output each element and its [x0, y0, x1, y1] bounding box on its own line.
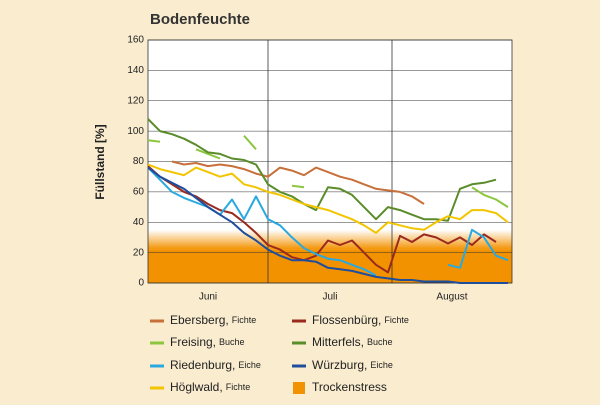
- legend-name: Freising,: [170, 335, 216, 349]
- series-line: [291, 184, 305, 189]
- legend-species: Buche: [219, 337, 245, 347]
- series-line: [447, 228, 509, 269]
- legend-label: Freising, Buche: [170, 335, 245, 349]
- x-tick-label: Juli: [322, 292, 337, 303]
- legend-species: Eiche: [238, 360, 261, 370]
- series-line: [147, 166, 377, 277]
- y-tick-label: 80: [133, 156, 145, 167]
- legend-label: Ebersberg, Fichte: [170, 313, 256, 327]
- series-line: [147, 118, 497, 222]
- legend-species: Buche: [367, 337, 393, 347]
- legend-label: Würzburg, Eiche: [312, 358, 393, 372]
- y-tick-label: 60: [133, 187, 145, 198]
- y-tick-label: 0: [138, 278, 144, 289]
- legend-species: Fichte: [232, 315, 257, 325]
- x-tick-label: August: [436, 292, 467, 303]
- series-line: [147, 166, 508, 284]
- legend-name: Würzburg,: [312, 358, 367, 372]
- y-tick-label: 20: [133, 247, 145, 258]
- y-tick-label: 40: [133, 217, 145, 228]
- series-line: [195, 148, 221, 160]
- y-axis-label: Füllstand [%]: [93, 124, 107, 199]
- legend-species: Eiche: [370, 360, 393, 370]
- series-line: [147, 165, 497, 274]
- legend-name: Höglwald,: [170, 380, 223, 394]
- series-line: [171, 160, 425, 205]
- legend-name: Flossenbürg,: [312, 313, 381, 327]
- legend-name: Ebersberg,: [170, 313, 229, 327]
- legend-name: Riedenburg,: [170, 358, 235, 372]
- legend-label: Trockenstress: [312, 380, 387, 394]
- series-line: [471, 186, 509, 208]
- legend-swatch: [293, 382, 305, 394]
- chart-title: Bodenfeuchte: [150, 11, 250, 28]
- y-tick-label: 140: [127, 65, 144, 76]
- legend-name: Mitterfels,: [312, 335, 364, 349]
- legend-label: Riedenburg, Eiche: [170, 358, 261, 372]
- stress-fade: [148, 229, 512, 250]
- y-tick-label: 100: [127, 126, 144, 137]
- legend-label: Höglwald, Fichte: [170, 380, 250, 394]
- legend-label: Flossenbürg, Fichte: [312, 313, 409, 327]
- legend-label: Mitterfels, Buche: [312, 335, 393, 349]
- legend-species: Fichte: [226, 382, 251, 392]
- y-tick-label: 160: [127, 35, 144, 46]
- legend-species: Fichte: [384, 315, 409, 325]
- series-line: [243, 135, 257, 150]
- x-tick-label: Juni: [199, 292, 217, 303]
- series-line: [147, 163, 509, 234]
- plot-border: [147, 39, 513, 284]
- y-tick-label: 120: [127, 95, 144, 106]
- series-line: [147, 139, 161, 143]
